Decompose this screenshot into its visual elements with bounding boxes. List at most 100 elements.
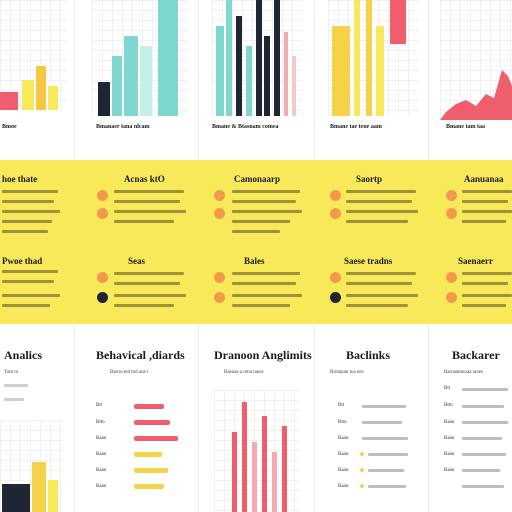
text-line [368,469,404,472]
text-line [346,272,416,275]
feature-title: Bales [244,256,265,266]
text-line [462,388,508,391]
section-title: Baclinks [346,348,391,362]
chart-caption: Bmane & Btasnam comea [212,124,279,130]
text-line [232,210,302,213]
text-line [462,294,512,297]
row-label: Bttn [338,420,347,425]
row-label: Baan [338,484,349,489]
row-label: Btt [338,403,345,408]
chart-caption: Bmane tam taa [446,124,485,130]
text-line [346,200,412,203]
text-line [362,405,406,408]
text-line [462,405,504,408]
chart-bar [140,46,152,116]
flame-icon [214,208,225,219]
chart-bar [390,0,406,44]
feature-title: Saenaerr [458,256,493,266]
text-line [114,220,174,223]
flame-icon [330,190,341,201]
chart-thumb-4 [328,0,418,116]
text-line [114,304,174,307]
chart-bar [2,484,30,512]
text-line [2,230,48,233]
mini-bar-chart [0,420,62,512]
text-line [462,220,506,223]
status-dot [360,468,364,472]
chart-bar [22,80,34,110]
text-line [462,453,506,456]
feature-title: Seas [128,256,146,266]
h-bar [134,420,170,425]
status-dot [360,484,364,488]
chart-bar [236,16,242,116]
chart-bar [332,26,350,116]
row-label: Baan [96,484,107,489]
chart-bar [354,0,360,116]
feature-title: Saortp [356,174,383,184]
feature-title: Pwoe thad [2,256,43,266]
feature-title: Saese tradns [344,256,393,266]
person-icon [97,292,108,303]
text-line [2,270,58,273]
row-label: Baan [338,468,349,473]
chart-bar [376,26,384,116]
row-label: Baan [96,468,107,473]
text-line [232,190,300,193]
chart-bar [284,32,288,116]
section-title: Dranoon Anglimits [214,348,312,362]
chart-bar [48,480,58,512]
chart-thumb-1 [0,0,66,110]
row-label: Baan [444,420,455,425]
flame-icon [97,190,108,201]
text-line [362,421,402,424]
spark-icon [446,292,457,303]
chart-bar [48,86,58,110]
section-subtitle: Barnaamnoaa tanes [444,370,484,375]
text-line [232,220,290,223]
text-line [362,437,408,440]
text-line [232,282,296,285]
person-icon [330,292,341,303]
bulb-icon [214,292,225,303]
text-line [462,272,512,275]
chart-bar [232,432,237,512]
text-line [232,294,302,297]
text-line [462,421,508,424]
text-line [346,190,416,193]
text-line [346,294,418,297]
h-bar [134,452,162,457]
chart-bar [256,0,262,116]
text-line [114,282,180,285]
row-label: Bttn [96,420,105,425]
text-line [462,304,506,307]
chart-bar [274,0,280,116]
chart-thumb-5 [440,0,512,120]
text-line [462,190,512,193]
chart-thumb-2 [92,0,188,116]
chart-bar [262,416,267,512]
bulb-icon [446,208,457,219]
feature-title: Camonaarp [234,174,281,184]
feature-title: hoe thate [2,174,38,184]
status-dot [360,452,364,456]
bulb-icon [330,208,341,219]
section-subtitle: Barrocred tod ane t [110,370,149,375]
section-title: Backarer [452,348,500,362]
text-line [4,384,28,387]
text-line [2,294,60,297]
text-line [462,437,502,440]
chart-bar [0,92,18,110]
chart-bar [216,26,224,116]
flame-icon [214,272,225,283]
chart-bar [36,66,46,110]
flame-icon [214,190,225,201]
text-line [462,485,504,488]
text-line [2,280,54,283]
text-line [462,200,508,203]
chart-bar [158,0,178,116]
h-bar [134,468,168,473]
chart-bar [124,36,138,116]
chart-bar [226,0,232,116]
section-subtitle: Brmanan toa nes [330,370,364,375]
